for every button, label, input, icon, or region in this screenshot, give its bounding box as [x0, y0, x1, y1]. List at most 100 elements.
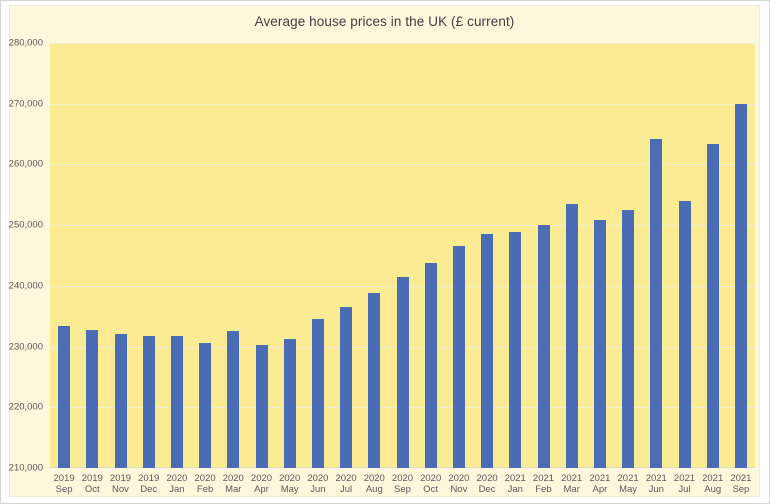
x-tick-year: 2020: [250, 473, 273, 484]
bar-2019-sep[interactable]: [58, 325, 71, 468]
x-tick-month: Jan: [507, 484, 523, 495]
x-axis-tick-label: 2021 Jun: [642, 473, 670, 495]
x-tick-year: 2019: [109, 473, 132, 484]
x-axis: 2019 Sep 2019 Oct 2019 Nov 2019 Dec 2020 Jan 2020 F…: [50, 473, 755, 499]
x-tick-year: 2021: [730, 473, 752, 484]
chart-panel: Average house prices in the UK (£ curren…: [9, 5, 760, 497]
gridline: [50, 164, 755, 166]
bar-2020-sep[interactable]: [396, 276, 409, 468]
x-tick-year: 2020: [476, 473, 498, 484]
x-tick-year: 2020: [222, 473, 244, 484]
x-tick-year: 2020: [307, 473, 329, 484]
x-tick-month: Sep: [394, 484, 411, 495]
gridline: [50, 225, 755, 227]
bar-2021-apr[interactable]: [593, 220, 606, 468]
x-axis-tick-label: 2021 Aug: [699, 473, 727, 495]
y-axis-tick-label: 220,000: [8, 401, 43, 413]
bar-2020-aug[interactable]: [368, 292, 381, 468]
gridline: [50, 103, 755, 105]
x-axis-tick-label: 2020 Jul: [332, 473, 360, 495]
x-tick-month: Sep: [732, 484, 750, 495]
x-axis-tick-label: 2019 Sep: [50, 473, 78, 495]
x-tick-year: 2019: [53, 473, 75, 484]
x-axis-tick-label: 2019 Oct: [78, 473, 106, 495]
bar-2020-jun[interactable]: [311, 318, 324, 468]
x-tick-year: 2020: [335, 473, 357, 484]
x-axis-tick-label: 2020 May: [276, 473, 304, 495]
x-axis-tick-label: 2021 Feb: [529, 473, 557, 495]
bar-2021-mar[interactable]: [565, 203, 578, 468]
x-axis-tick-label: 2020 Nov: [445, 473, 473, 495]
bar-2021-may[interactable]: [622, 209, 635, 468]
x-tick-year: 2020: [279, 473, 301, 484]
x-tick-month: Oct: [84, 484, 100, 495]
y-axis-tick-label: 270,000: [8, 98, 43, 110]
x-tick-year: 2021: [504, 473, 526, 484]
bar-2019-dec[interactable]: [142, 336, 155, 468]
x-tick-month: Jul: [340, 484, 353, 495]
x-tick-year: 2021: [702, 473, 724, 484]
x-axis-tick-label: 2020 Aug: [360, 473, 388, 495]
x-tick-year: 2021: [532, 473, 555, 484]
plot-area: [50, 43, 755, 468]
bar-2021-sep[interactable]: [734, 103, 747, 468]
x-tick-month: Nov: [112, 484, 129, 495]
bar-2019-oct[interactable]: [86, 329, 99, 468]
x-axis-tick-label: 2019 Dec: [135, 473, 163, 495]
bar-2019-nov[interactable]: [114, 333, 127, 468]
x-tick-year: 2020: [420, 473, 442, 484]
x-tick-year: 2020: [166, 473, 188, 484]
bar-2020-dec[interactable]: [481, 234, 494, 468]
y-axis: 280,000 270,000 260,000 250,000 240,000 230,0…: [8, 38, 45, 474]
x-tick-year: 2020: [194, 473, 216, 484]
x-tick-year: 2021: [589, 473, 611, 484]
bar-2020-apr[interactable]: [255, 344, 268, 468]
bar-2021-jun[interactable]: [650, 138, 663, 468]
x-axis-tick-label: 2021 May: [614, 473, 642, 495]
x-tick-month: Sep: [55, 484, 73, 495]
x-axis-tick-label: 2020 Sep: [388, 473, 416, 495]
bar-2020-nov[interactable]: [452, 246, 465, 468]
x-axis-tick-label: 2020 Apr: [247, 473, 275, 495]
bar-2020-mar[interactable]: [227, 331, 240, 468]
bar-2021-aug[interactable]: [706, 144, 719, 468]
x-tick-month: Feb: [535, 484, 552, 495]
x-tick-year: 2020: [391, 473, 414, 484]
x-tick-year: 2021: [561, 473, 583, 484]
bar-2020-jan[interactable]: [170, 335, 183, 468]
x-tick-month: Dec: [478, 484, 496, 495]
x-tick-month: Nov: [450, 484, 468, 495]
x-tick-month: Mar: [563, 484, 580, 495]
x-tick-month: Apr: [592, 484, 608, 495]
x-tick-year: 2021: [617, 473, 639, 484]
x-tick-year: 2020: [448, 473, 470, 484]
bar-2020-may[interactable]: [283, 338, 296, 468]
x-tick-month: Jun: [310, 484, 326, 495]
bar-2021-jan[interactable]: [509, 231, 522, 468]
bar-2021-jul[interactable]: [678, 200, 691, 468]
x-axis-tick-label: 2021 Jul: [670, 473, 698, 495]
x-tick-month: Jun: [648, 484, 664, 495]
x-tick-month: Mar: [225, 484, 242, 495]
x-axis-tick-label: 2021 Sep: [727, 473, 755, 495]
x-tick-month: Jul: [678, 484, 691, 495]
y-axis-tick-label: 280,000: [8, 37, 43, 49]
y-axis-tick-label: 210,000: [8, 462, 43, 474]
x-axis-tick-label: 2020 Mar: [219, 473, 247, 495]
x-tick-year: 2020: [363, 473, 385, 484]
x-tick-month: Dec: [140, 484, 158, 495]
bar-2020-jul[interactable]: [340, 306, 353, 468]
bar-2020-feb[interactable]: [199, 342, 212, 468]
x-tick-month: Jan: [169, 484, 185, 495]
x-tick-month: Aug: [704, 484, 722, 495]
y-axis-tick-label: 240,000: [8, 280, 43, 292]
x-tick-year: 2021: [645, 473, 667, 484]
x-tick-month: May: [619, 484, 638, 495]
x-tick-year: 2019: [138, 473, 160, 484]
bar-2020-oct[interactable]: [424, 262, 437, 468]
x-tick-month: Apr: [254, 484, 269, 495]
bar-2021-feb[interactable]: [537, 225, 550, 468]
x-axis-tick-label: 2020 Feb: [191, 473, 219, 495]
x-axis-tick-label: 2020 Jun: [304, 473, 332, 495]
